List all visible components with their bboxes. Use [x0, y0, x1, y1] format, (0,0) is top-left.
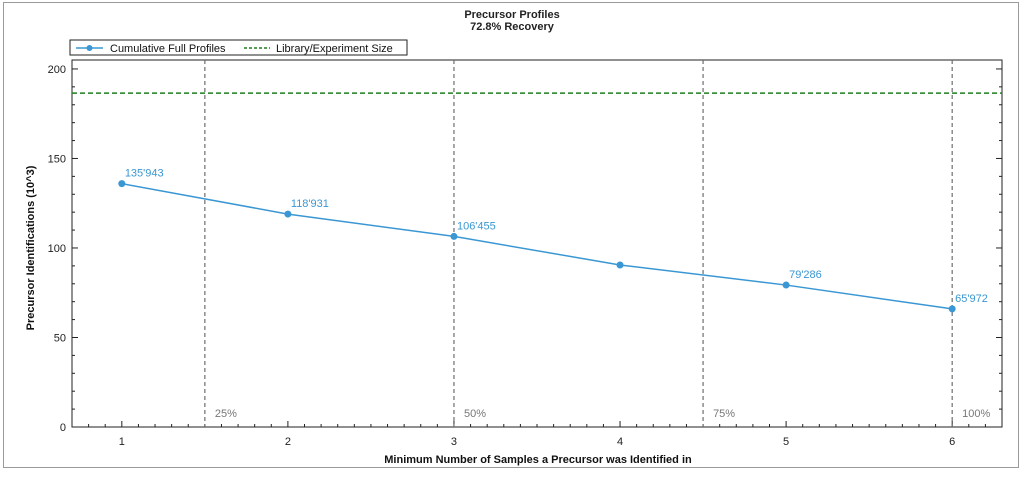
legend-label-reference: Library/Experiment Size	[276, 43, 393, 55]
plot-border	[71, 59, 1003, 428]
x-tick-label: 6	[949, 436, 955, 448]
data-point	[616, 261, 624, 269]
data-label: 106'455	[457, 220, 496, 232]
x-tick-label: 1	[119, 436, 125, 448]
data-point	[948, 305, 956, 313]
legend-box	[69, 39, 408, 56]
data-point	[782, 281, 790, 289]
data-point	[118, 180, 126, 188]
chart-frame: Precursor Profiles 72.8% Recovery Cumula…	[3, 2, 1019, 468]
data-label: 118'931	[291, 198, 329, 210]
chart-title: Precursor Profiles	[464, 9, 559, 21]
data-point	[284, 210, 292, 218]
data-label: 79'286	[789, 269, 822, 281]
chart-canvas: Precursor Profiles 72.8% Recovery Cumula…	[25, 9, 1003, 466]
y-axis-title: Precursor Identifications (10^3)	[25, 165, 37, 330]
x-axis-title: Minimum Number of Samples a Precursor wa…	[384, 454, 692, 466]
legend: Cumulative Full Profiles Library/Experim…	[69, 39, 408, 56]
legend-label-series: Cumulative Full Profiles	[110, 43, 226, 55]
x-tick-label: 3	[451, 436, 457, 448]
x-tick-label: 2	[285, 436, 291, 448]
percentile-label: 75%	[713, 408, 735, 420]
data-label: 65'972	[955, 293, 988, 305]
y-tick-label: 100	[48, 243, 66, 255]
x-tick-label: 5	[783, 436, 789, 448]
x-tick-label: 4	[617, 436, 623, 448]
y-tick-label: 150	[48, 153, 66, 165]
percentile-label: 25%	[215, 408, 237, 420]
plot-area: 0 50 100 150 200 1 2 3 4 5 6 25% 50% 75% 100% 135'943 11…	[48, 59, 1003, 448]
data-point	[450, 232, 458, 240]
y-tick-label: 0	[60, 422, 66, 434]
legend-series-marker	[86, 45, 93, 51]
chart-subtitle: 72.8% Recovery	[470, 21, 555, 33]
percentile-label: 100%	[962, 408, 990, 420]
y-tick-label: 200	[48, 64, 66, 76]
percentile-label: 50%	[464, 408, 486, 420]
data-label: 135'943	[125, 168, 164, 180]
series-line	[121, 182, 953, 310]
y-tick-label: 50	[54, 332, 66, 344]
